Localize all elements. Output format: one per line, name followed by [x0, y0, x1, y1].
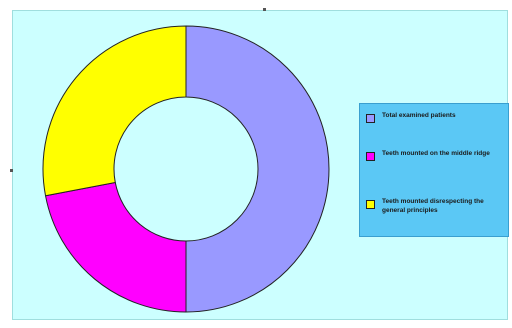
legend-label-middle-ridge: Teeth mounted on the middle ridge — [382, 150, 490, 157]
donut-slice-1 — [44, 181, 187, 313]
legend-item-total-examined: Total examined patients — [366, 112, 502, 123]
top-resize-handle[interactable] — [263, 8, 266, 11]
legend-label-total-examined: Total examined patients — [382, 112, 456, 119]
donut-slice-2 — [42, 25, 187, 197]
legend-swatch-middle-ridge — [366, 152, 375, 161]
donut-slice-0 — [185, 25, 330, 313]
legend-item-disrespecting: Teeth mounted disrespecting the general … — [366, 198, 502, 215]
left-resize-handle[interactable] — [10, 169, 13, 172]
legend-swatch-total-examined — [366, 114, 375, 123]
legend-label-disrespecting: Teeth mounted disrespecting the general … — [382, 198, 484, 214]
chart-legend: Total examined patients Teeth mounted on… — [359, 103, 509, 237]
legend-swatch-disrespecting — [366, 200, 375, 209]
legend-item-middle-ridge: Teeth mounted on the middle ridge — [366, 150, 502, 161]
